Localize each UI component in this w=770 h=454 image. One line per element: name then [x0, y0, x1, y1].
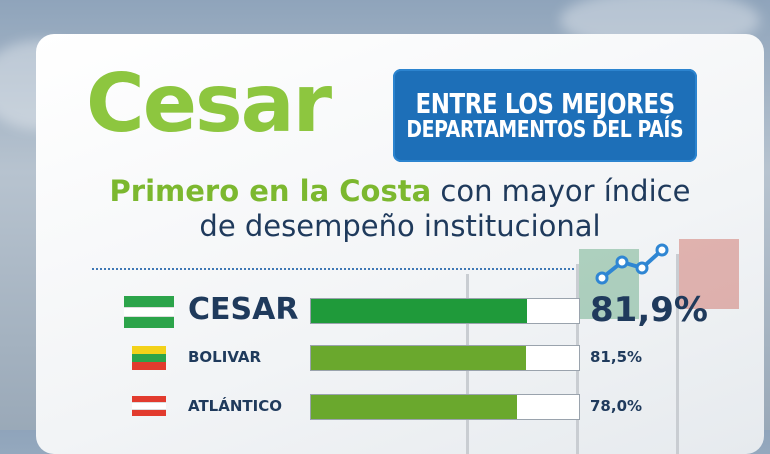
ranking-badge: ENTRE LOS MEJORES DEPARTAMENTOS DEL PAÍS — [393, 69, 697, 162]
bar-track — [310, 298, 580, 324]
background-flag — [679, 239, 739, 309]
badge-line-2: DEPARTAMENTOS DEL PAÍS — [406, 117, 684, 144]
dotted-divider — [92, 268, 574, 270]
percentage-label: 78,0% — [590, 397, 643, 415]
department-label: CESAR — [188, 292, 299, 327]
infographic-card: Cesar ENTRE LOS MEJORES DEPARTAMENTOS DE… — [36, 34, 764, 454]
bar-track — [310, 394, 580, 420]
subtitle-line-2: de desempeño institucional — [199, 208, 601, 243]
badge-line-1: ENTRE LOS MEJORES — [415, 86, 675, 120]
bar-fill-bolivar — [311, 346, 527, 370]
bar-fill-atlantico — [311, 395, 517, 419]
bar-track — [310, 345, 580, 371]
department-label: BOLIVAR — [188, 348, 262, 366]
flag-cesar — [124, 296, 174, 328]
background-flag — [579, 249, 639, 319]
trend-line-chart-icon — [595, 243, 669, 285]
flag-atlantico — [132, 396, 166, 416]
percentage-label: 81,5% — [590, 348, 643, 366]
background-flagpole — [676, 254, 679, 454]
main-title: Cesar — [86, 57, 332, 150]
department-label: ATLÁNTICO — [188, 397, 282, 415]
subtitle-rest: con mayor índice — [431, 174, 691, 208]
percentage-label: 81,9% — [590, 290, 708, 330]
flag-bolivar — [132, 346, 166, 370]
subtitle-highlight: Primero en la Costa — [109, 174, 432, 208]
subtitle: Primero en la Costa con mayor índice de … — [36, 174, 764, 244]
bar-fill-cesar — [311, 299, 528, 323]
